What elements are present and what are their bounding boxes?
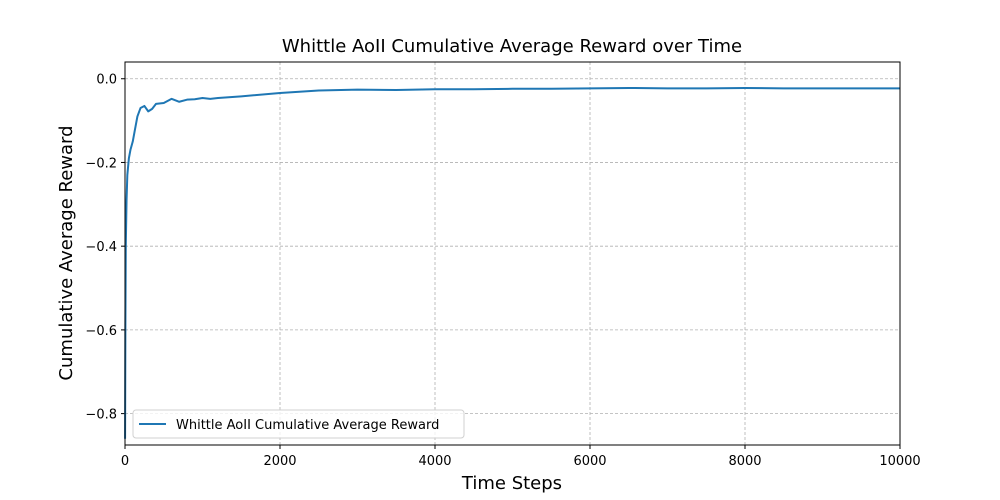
x-tick-label: 8000	[728, 454, 761, 469]
legend-label: Whittle AoII Cumulative Average Reward	[176, 418, 439, 433]
plot-area-frame	[124, 61, 901, 446]
x-tick-label: 10000	[879, 454, 920, 469]
legend-box	[132, 409, 465, 439]
series-line	[124, 86, 900, 439]
axis-ticks: 0 2000 4000 6000 8000 10000 0.0 −0.2 −0.4 −0.6 −0.…	[85, 73, 920, 469]
y-tick-label: −0.8	[85, 408, 117, 423]
y-tick-label: −0.6	[85, 324, 117, 339]
x-tick-label: 2000	[263, 454, 296, 469]
x-tick-label: 6000	[573, 454, 606, 469]
y-tick-label: −0.2	[85, 156, 117, 171]
x-tick-label: 4000	[418, 454, 451, 469]
x-axis-title: Time Steps	[461, 473, 562, 494]
y-tick-label: −0.4	[85, 240, 117, 255]
y-axis-title: Cumulative Average Reward	[56, 125, 77, 380]
legend: Whittle AoII Cumulative Average Reward	[132, 409, 465, 439]
chart-title: Whittle AoII Cumulative Average Reward o…	[282, 36, 742, 57]
series-layer	[124, 86, 900, 439]
y-tick-label: 0.0	[96, 73, 117, 88]
x-tick-label: 0	[121, 454, 129, 469]
grid-lines	[124, 62, 901, 445]
